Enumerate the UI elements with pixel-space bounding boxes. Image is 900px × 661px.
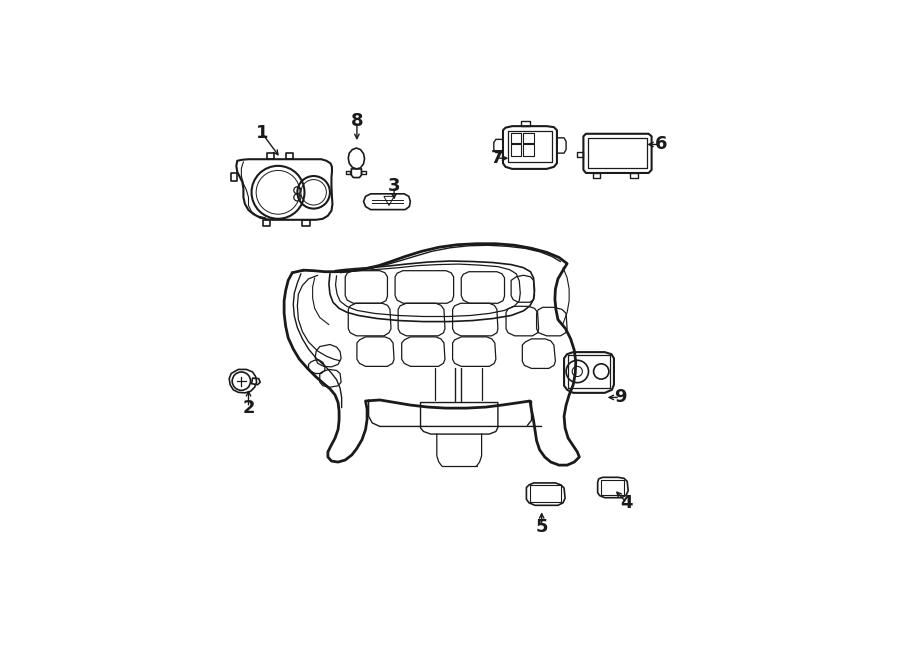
Text: 7: 7 xyxy=(491,149,503,167)
Text: 6: 6 xyxy=(654,136,667,153)
Text: 3: 3 xyxy=(388,177,400,195)
Text: 5: 5 xyxy=(536,518,548,536)
Text: 1: 1 xyxy=(256,124,268,141)
Text: 9: 9 xyxy=(614,389,626,407)
Text: 2: 2 xyxy=(242,399,255,416)
Text: 8: 8 xyxy=(351,112,364,130)
Text: 4: 4 xyxy=(620,494,633,512)
